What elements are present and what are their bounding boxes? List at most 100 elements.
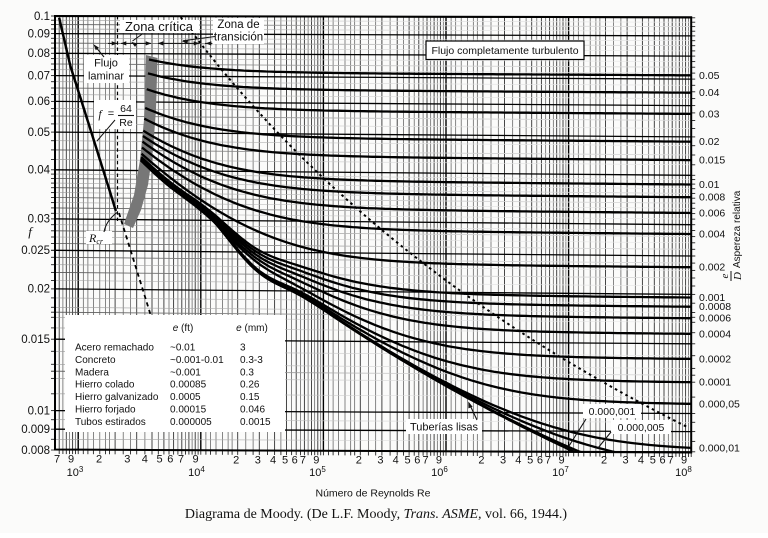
svg-text:4: 4: [270, 455, 276, 467]
svg-text:7: 7: [300, 455, 306, 467]
svg-text:3: 3: [255, 455, 261, 467]
svg-text:9: 9: [68, 454, 74, 466]
svg-text:0.08: 0.08: [28, 48, 50, 60]
svg-text:D: D: [732, 272, 744, 281]
svg-text:4: 4: [393, 455, 399, 467]
svg-text:3: 3: [377, 455, 383, 467]
svg-text:0.008: 0.008: [699, 192, 725, 204]
svg-text:2: 2: [356, 455, 362, 467]
svg-text:5: 5: [282, 455, 288, 467]
svg-text:0.0005: 0.0005: [170, 392, 201, 403]
svg-text:Flujo completamente turbulento: Flujo completamente turbulento: [431, 45, 578, 57]
svg-text:2: 2: [601, 455, 607, 467]
svg-text:f: f: [98, 109, 103, 121]
svg-text:e (mm): e (mm): [236, 323, 268, 334]
svg-text:0.0008: 0.0008: [699, 301, 731, 313]
svg-text:0.002: 0.002: [699, 262, 725, 274]
svg-text:0.001: 0.001: [699, 292, 725, 304]
svg-text:Hierro galvanizado: Hierro galvanizado: [75, 392, 159, 403]
svg-text:4: 4: [515, 455, 521, 467]
svg-text:0.008: 0.008: [21, 445, 50, 457]
svg-text:0.3: 0.3: [240, 367, 254, 378]
svg-text:0.000,01: 0.000,01: [699, 442, 740, 454]
svg-text:0.000,001: 0.000,001: [589, 406, 636, 418]
svg-text:5: 5: [527, 455, 533, 467]
svg-text:0.15: 0.15: [240, 392, 260, 403]
svg-text:0.01: 0.01: [699, 179, 720, 191]
svg-text:6: 6: [414, 455, 420, 467]
svg-text:0.03: 0.03: [28, 214, 50, 226]
svg-text:0.0015: 0.0015: [240, 417, 271, 428]
svg-text:Madera: Madera: [75, 367, 109, 378]
svg-text:3: 3: [623, 455, 629, 467]
svg-text:Hierro forjado: Hierro forjado: [75, 405, 136, 416]
svg-text:laminar: laminar: [88, 71, 124, 83]
svg-text:0.3-3: 0.3-3: [240, 355, 263, 366]
svg-text:5: 5: [156, 454, 162, 466]
svg-text:0.004: 0.004: [699, 229, 725, 241]
svg-text:0.1: 0.1: [34, 11, 50, 23]
svg-text:9: 9: [313, 455, 319, 467]
svg-text:4: 4: [142, 454, 148, 466]
svg-text:Zona crítica: Zona crítica: [125, 19, 194, 34]
svg-text:0.0001: 0.0001: [699, 377, 731, 389]
svg-text:3: 3: [124, 454, 130, 466]
svg-text:3: 3: [500, 455, 506, 467]
svg-text:0.0004: 0.0004: [699, 328, 731, 340]
svg-text:0.006: 0.006: [699, 208, 725, 220]
svg-text:0.025: 0.025: [21, 245, 50, 257]
svg-text:6: 6: [537, 455, 543, 467]
svg-text:5: 5: [405, 455, 411, 467]
svg-text:0.02: 0.02: [28, 284, 50, 296]
svg-text:0.09: 0.09: [28, 28, 50, 40]
svg-text:0.00085: 0.00085: [170, 380, 207, 391]
svg-text:6: 6: [659, 455, 665, 467]
svg-text:9: 9: [193, 454, 199, 466]
svg-text:0.05: 0.05: [699, 70, 720, 82]
svg-text:0.05: 0.05: [28, 127, 50, 139]
svg-text:e: e: [719, 273, 731, 278]
svg-text:2: 2: [233, 455, 239, 467]
svg-text:64: 64: [120, 103, 132, 115]
svg-text:5: 5: [650, 455, 656, 467]
svg-text:0.0006: 0.0006: [699, 313, 731, 325]
svg-text:~0.001-0.01: ~0.001-0.01: [170, 355, 224, 366]
svg-text:Número de Reynolds Re: Número de Reynolds Re: [316, 488, 431, 500]
svg-text:Re: Re: [119, 117, 133, 129]
svg-text:9: 9: [681, 455, 687, 467]
svg-text:Hierro colado: Hierro colado: [75, 380, 135, 391]
svg-text:Flujo: Flujo: [94, 58, 118, 70]
svg-text:0.04: 0.04: [28, 165, 51, 177]
svg-text:7: 7: [668, 455, 674, 467]
svg-text:0.000,05: 0.000,05: [699, 398, 740, 410]
svg-text:~0.001: ~0.001: [170, 367, 201, 378]
svg-text:0.015: 0.015: [699, 155, 725, 167]
svg-text:0.0002: 0.0002: [699, 353, 731, 365]
svg-text:Acero remachado: Acero remachado: [75, 343, 154, 354]
svg-text:f: f: [28, 224, 34, 239]
svg-text:=: =: [108, 108, 114, 120]
svg-text:7: 7: [422, 455, 428, 467]
svg-text:0.01: 0.01: [28, 405, 50, 417]
svg-text:0.07: 0.07: [28, 70, 50, 82]
svg-text:7: 7: [178, 454, 184, 466]
svg-text:0.00015: 0.00015: [170, 405, 207, 416]
svg-text:0.046: 0.046: [240, 405, 265, 416]
svg-text:4: 4: [638, 455, 644, 467]
svg-text:6: 6: [292, 455, 298, 467]
svg-text:9: 9: [436, 455, 442, 467]
svg-text:7: 7: [545, 455, 551, 467]
svg-text:6: 6: [167, 454, 173, 466]
svg-text:0.03: 0.03: [699, 108, 720, 120]
svg-text:0.04: 0.04: [699, 87, 720, 99]
svg-text:0.009: 0.009: [21, 424, 50, 436]
svg-text:0.26: 0.26: [240, 380, 260, 391]
svg-text:3: 3: [240, 343, 246, 354]
svg-text:Tuberías lisas: Tuberías lisas: [410, 422, 479, 434]
svg-text:~0.01: ~0.01: [170, 343, 196, 354]
svg-text:Tubos estirados: Tubos estirados: [75, 417, 146, 428]
svg-text:Diagrama de Moody. (De L.F. Mo: Diagrama de Moody. (De L.F. Moody, Trans…: [185, 507, 568, 522]
svg-text:7: 7: [54, 454, 60, 466]
svg-text:9: 9: [558, 455, 564, 467]
svg-text:Aspereza relativa: Aspereza relativa: [732, 190, 743, 268]
